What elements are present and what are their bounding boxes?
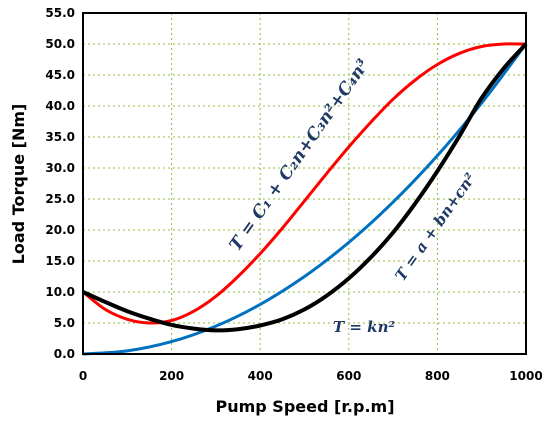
series-lines xyxy=(82,42,528,356)
plot-frame xyxy=(82,12,527,355)
y-tick-labels: 0.0 5.0 10.0 15.0 20.0 25.0 30.0 35.0 40.0 45.0 50… xyxy=(45,6,75,361)
y-tick-label: 5.0 xyxy=(54,316,75,330)
y-tick-label: 25.0 xyxy=(45,192,75,206)
x-tick-label: 200 xyxy=(159,369,184,383)
y-tick-label: 50.0 xyxy=(45,37,75,51)
x-tick-label: 600 xyxy=(336,369,361,383)
y-tick-label: 30.0 xyxy=(45,161,75,175)
y-tick-label: 40.0 xyxy=(45,99,75,113)
x-axis-title: Pump Speed [r.p.m] xyxy=(215,397,394,416)
y-tick-label: 45.0 xyxy=(45,68,75,82)
x-tick-label: 400 xyxy=(248,369,273,383)
x-tick-label: 800 xyxy=(425,369,450,383)
x-tick-label: 0 xyxy=(79,369,87,383)
y-tick-label: 20.0 xyxy=(45,223,75,237)
square-law-torque-line xyxy=(82,43,528,356)
polynomial-torque-line xyxy=(82,42,527,325)
plot-area xyxy=(83,13,526,354)
x-tick-label: 1000 xyxy=(509,369,542,383)
y-axis-title: Load Torque [Nm] xyxy=(9,104,28,265)
quadratic-torque-line xyxy=(82,42,528,333)
y-tick-label: 0.0 xyxy=(54,347,75,361)
y-tick-label: 15.0 xyxy=(45,254,75,268)
square-law-equation-label: T = kn² xyxy=(333,318,395,336)
y-tick-label: 35.0 xyxy=(45,130,75,144)
y-tick-label: 55.0 xyxy=(45,6,75,20)
y-tick-label: 10.0 xyxy=(45,285,75,299)
x-tick-labels: 0 200 400 600 800 1000 xyxy=(79,369,543,383)
